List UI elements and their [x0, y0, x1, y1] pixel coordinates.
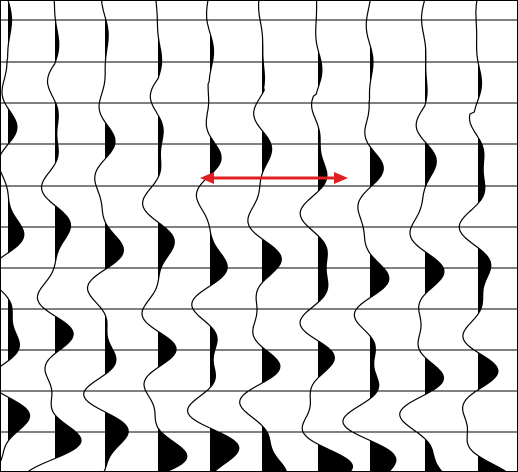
seismic-wiggle-plot — [0, 0, 518, 472]
